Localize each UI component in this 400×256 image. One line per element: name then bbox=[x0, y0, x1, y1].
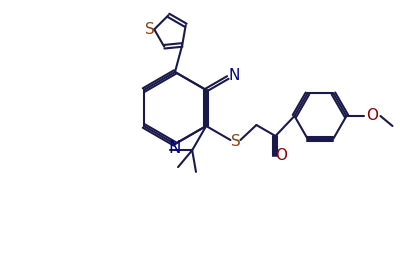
Text: O: O bbox=[366, 109, 378, 123]
Text: S: S bbox=[230, 134, 240, 150]
Text: N: N bbox=[228, 68, 240, 83]
Text: S: S bbox=[145, 22, 155, 37]
Text: N: N bbox=[169, 139, 181, 157]
Text: O: O bbox=[276, 148, 288, 164]
